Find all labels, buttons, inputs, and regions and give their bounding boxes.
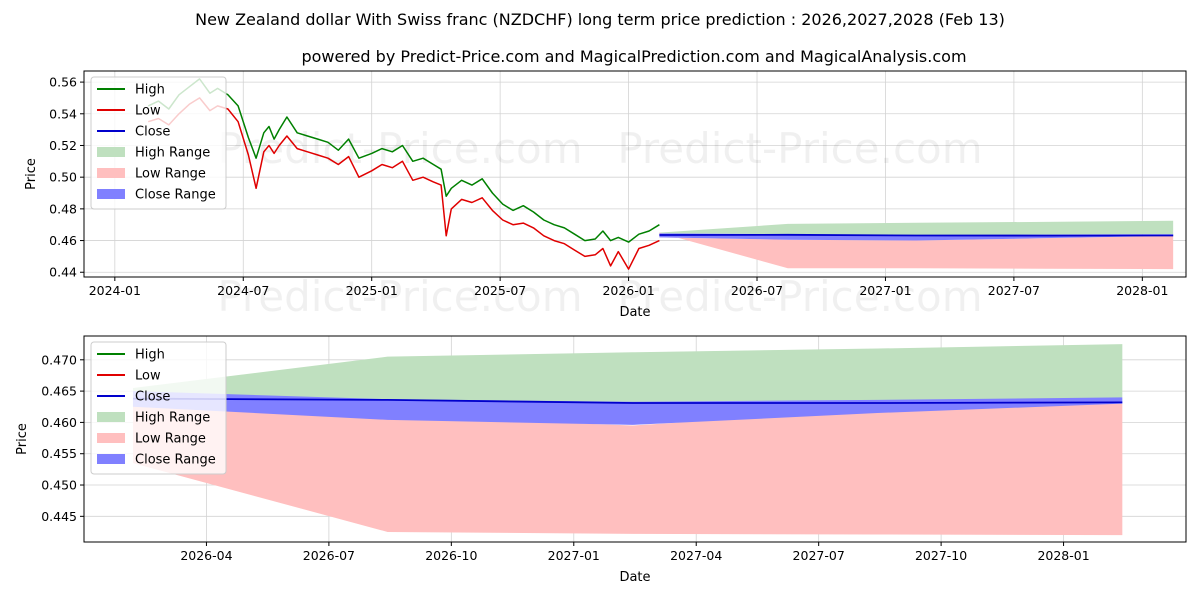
y-tick-label: 0.46 xyxy=(49,233,77,248)
legend-high-range-label: High Range xyxy=(135,146,210,161)
x-axis-label: Date xyxy=(619,305,650,320)
plot-frame xyxy=(83,70,1187,278)
y-axis-label: Price xyxy=(15,423,30,455)
x-tick-label: 2027-01 xyxy=(859,283,911,298)
legend-close-range-swatch xyxy=(97,454,125,464)
x-tick-label: 2028-01 xyxy=(1116,283,1168,298)
x-tick-label: 2028-01 xyxy=(1037,548,1089,563)
y-tick-label: 0.56 xyxy=(49,75,77,90)
y-tick-label: 0.450 xyxy=(41,478,77,493)
watermark-text: Predict-Price.com xyxy=(617,272,982,321)
x-tick-label: 2027-07 xyxy=(793,548,845,563)
x-tick-label: 2026-10 xyxy=(425,548,477,563)
chart-title: New Zealand dollar With Swiss franc (NZD… xyxy=(195,10,1005,29)
y-tick-label: 0.54 xyxy=(49,106,77,121)
x-tick-label: 2025-01 xyxy=(346,283,398,298)
legend-low-range-label: Low Range xyxy=(135,167,206,182)
y-tick-label: 0.44 xyxy=(49,265,77,280)
grid-lines xyxy=(84,71,1186,277)
legend-close-range-swatch xyxy=(97,189,125,199)
y-tick-label: 0.470 xyxy=(41,352,77,367)
legend-high-label: High xyxy=(135,348,165,363)
legend-high-range-swatch xyxy=(97,147,125,157)
high-range-band xyxy=(659,220,1174,236)
watermark-group: Predict-Price.com Predict-Price.com Predic… xyxy=(217,124,982,321)
plot-area xyxy=(147,78,1174,270)
legend-high-range-label: High Range xyxy=(135,411,210,426)
x-tick-label: 2026-07 xyxy=(731,283,783,298)
plot-frame xyxy=(83,335,1187,543)
legend: High Low Close High Range Low Range Close Ran… xyxy=(90,76,227,210)
low-range-band xyxy=(659,232,1174,270)
high-series-line xyxy=(147,78,660,243)
legend-low-label: Low xyxy=(135,104,161,119)
x-tick-label: 2027-10 xyxy=(915,548,967,563)
low-series-line xyxy=(147,97,660,270)
close-series-line xyxy=(132,397,1123,404)
close-series-line xyxy=(659,233,1174,237)
y-tick-label: 0.460 xyxy=(41,415,77,430)
x-tick-label: 2025-07 xyxy=(474,283,526,298)
x-tick-label: 2027-04 xyxy=(670,548,722,563)
legend-low-range-label: Low Range xyxy=(135,432,206,447)
y-axis-label: Price xyxy=(24,158,39,190)
x-tick-label: 2027-01 xyxy=(548,548,600,563)
legend-high-range-swatch xyxy=(97,412,125,422)
legend-low-range-swatch xyxy=(97,168,125,178)
chart-subtitle: powered by Predict-Price.com and Magical… xyxy=(301,47,966,66)
y-tick-label: 0.52 xyxy=(49,138,77,153)
legend-low-range-swatch xyxy=(97,433,125,443)
y-tick-label: 0.445 xyxy=(41,509,77,524)
x-tick-label: 2024-01 xyxy=(89,283,141,298)
y-tick-label: 0.465 xyxy=(41,384,77,399)
legend: High Low Close High Range Low Range Close Ran… xyxy=(90,341,227,475)
legend-close-range-label: Close Range xyxy=(135,188,216,203)
watermark-text: Predict-Price.com xyxy=(617,124,982,173)
plot-area xyxy=(132,344,1123,536)
legend-close-range-label: Close Range xyxy=(135,453,216,468)
y-tick-label: 0.48 xyxy=(49,201,77,216)
watermark-text: Predict-Price.com xyxy=(217,124,582,173)
long-term-chart-panel: Predict-Price.com Predict-Price.com Predic… xyxy=(24,70,1187,321)
x-tick-label: 2026-04 xyxy=(180,548,232,563)
y-tick-label: 0.455 xyxy=(41,446,77,461)
legend-close-label: Close xyxy=(135,125,170,140)
low-range-band xyxy=(132,397,1123,536)
legend-high-label: High xyxy=(135,83,165,98)
legend-low-label: Low xyxy=(135,369,161,384)
x-tick-label: 2027-07 xyxy=(988,283,1040,298)
x-axis-label: Date xyxy=(619,570,650,585)
y-tick-label: 0.50 xyxy=(49,170,77,185)
watermark-text: Predict-Price.com xyxy=(217,272,582,321)
legend-close-label: Close xyxy=(135,390,170,405)
x-tick-label: 2024-07 xyxy=(217,283,269,298)
x-tick-label: 2026-01 xyxy=(602,283,654,298)
forecast-zoom-chart-panel: Predict-Price.comPredict-Price.com2026-0… xyxy=(15,335,1187,585)
x-tick-label: 2026-07 xyxy=(303,548,355,563)
